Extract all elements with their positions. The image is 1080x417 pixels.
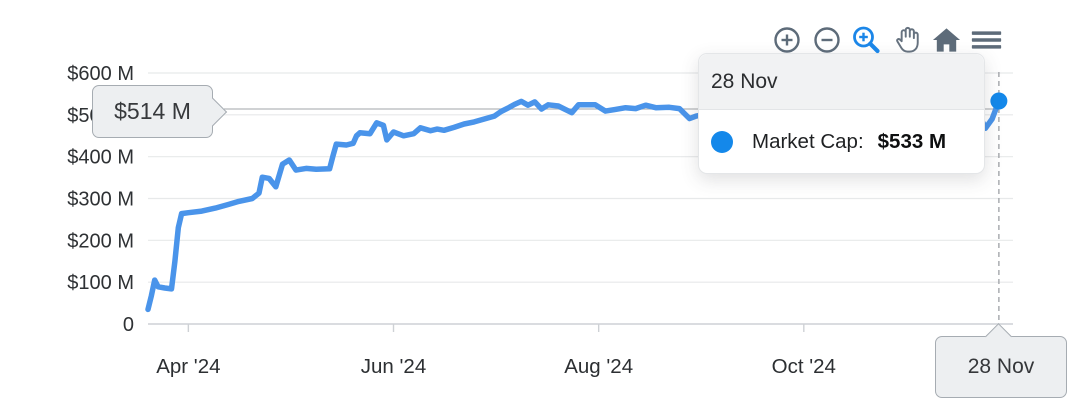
- tooltip-series-value: $533 M: [877, 129, 947, 153]
- y-tick-label: $300 M: [67, 189, 134, 211]
- menu-hamburger-icon[interactable]: [971, 23, 1002, 57]
- y-axis-hover-value: $514 M: [114, 98, 191, 124]
- x-axis-hover-value: 28 Nov: [967, 355, 1035, 378]
- y-tick-label: $600 M: [67, 63, 134, 85]
- tooltip-series-label: Market Cap:: [752, 129, 864, 153]
- x-tick-label: Aug '24: [564, 355, 633, 378]
- pan-hand-icon[interactable]: [891, 23, 922, 57]
- x-tick-label: Apr '24: [156, 355, 220, 378]
- series-marker-dot: [711, 130, 733, 153]
- home-reset-icon[interactable]: [931, 23, 962, 57]
- latest-point-marker: [990, 92, 1008, 110]
- tooltip-series-row: Market Cap: $533 M: [699, 110, 984, 173]
- y-tick-label: 0: [123, 314, 134, 336]
- tooltip-date: 28 Nov: [699, 54, 984, 110]
- chart-toolbar: [771, 23, 1002, 57]
- x-tick-label: Oct '24: [772, 355, 836, 378]
- x-axis-hover-label: 28 Nov: [935, 336, 1067, 398]
- box-zoom-icon[interactable]: [851, 23, 882, 57]
- hover-tooltip: 28 Nov Market Cap: $533 M: [698, 53, 985, 174]
- y-tick-label: $400 M: [67, 147, 134, 169]
- y-axis-hover-label: $514 M: [92, 85, 213, 138]
- x-tick-label: Jun '24: [361, 355, 426, 378]
- zoom-in-icon[interactable]: [771, 23, 802, 57]
- y-tick-label: $200 M: [67, 230, 134, 252]
- zoom-out-icon[interactable]: [811, 23, 842, 57]
- y-tick-label: $100 M: [67, 272, 134, 294]
